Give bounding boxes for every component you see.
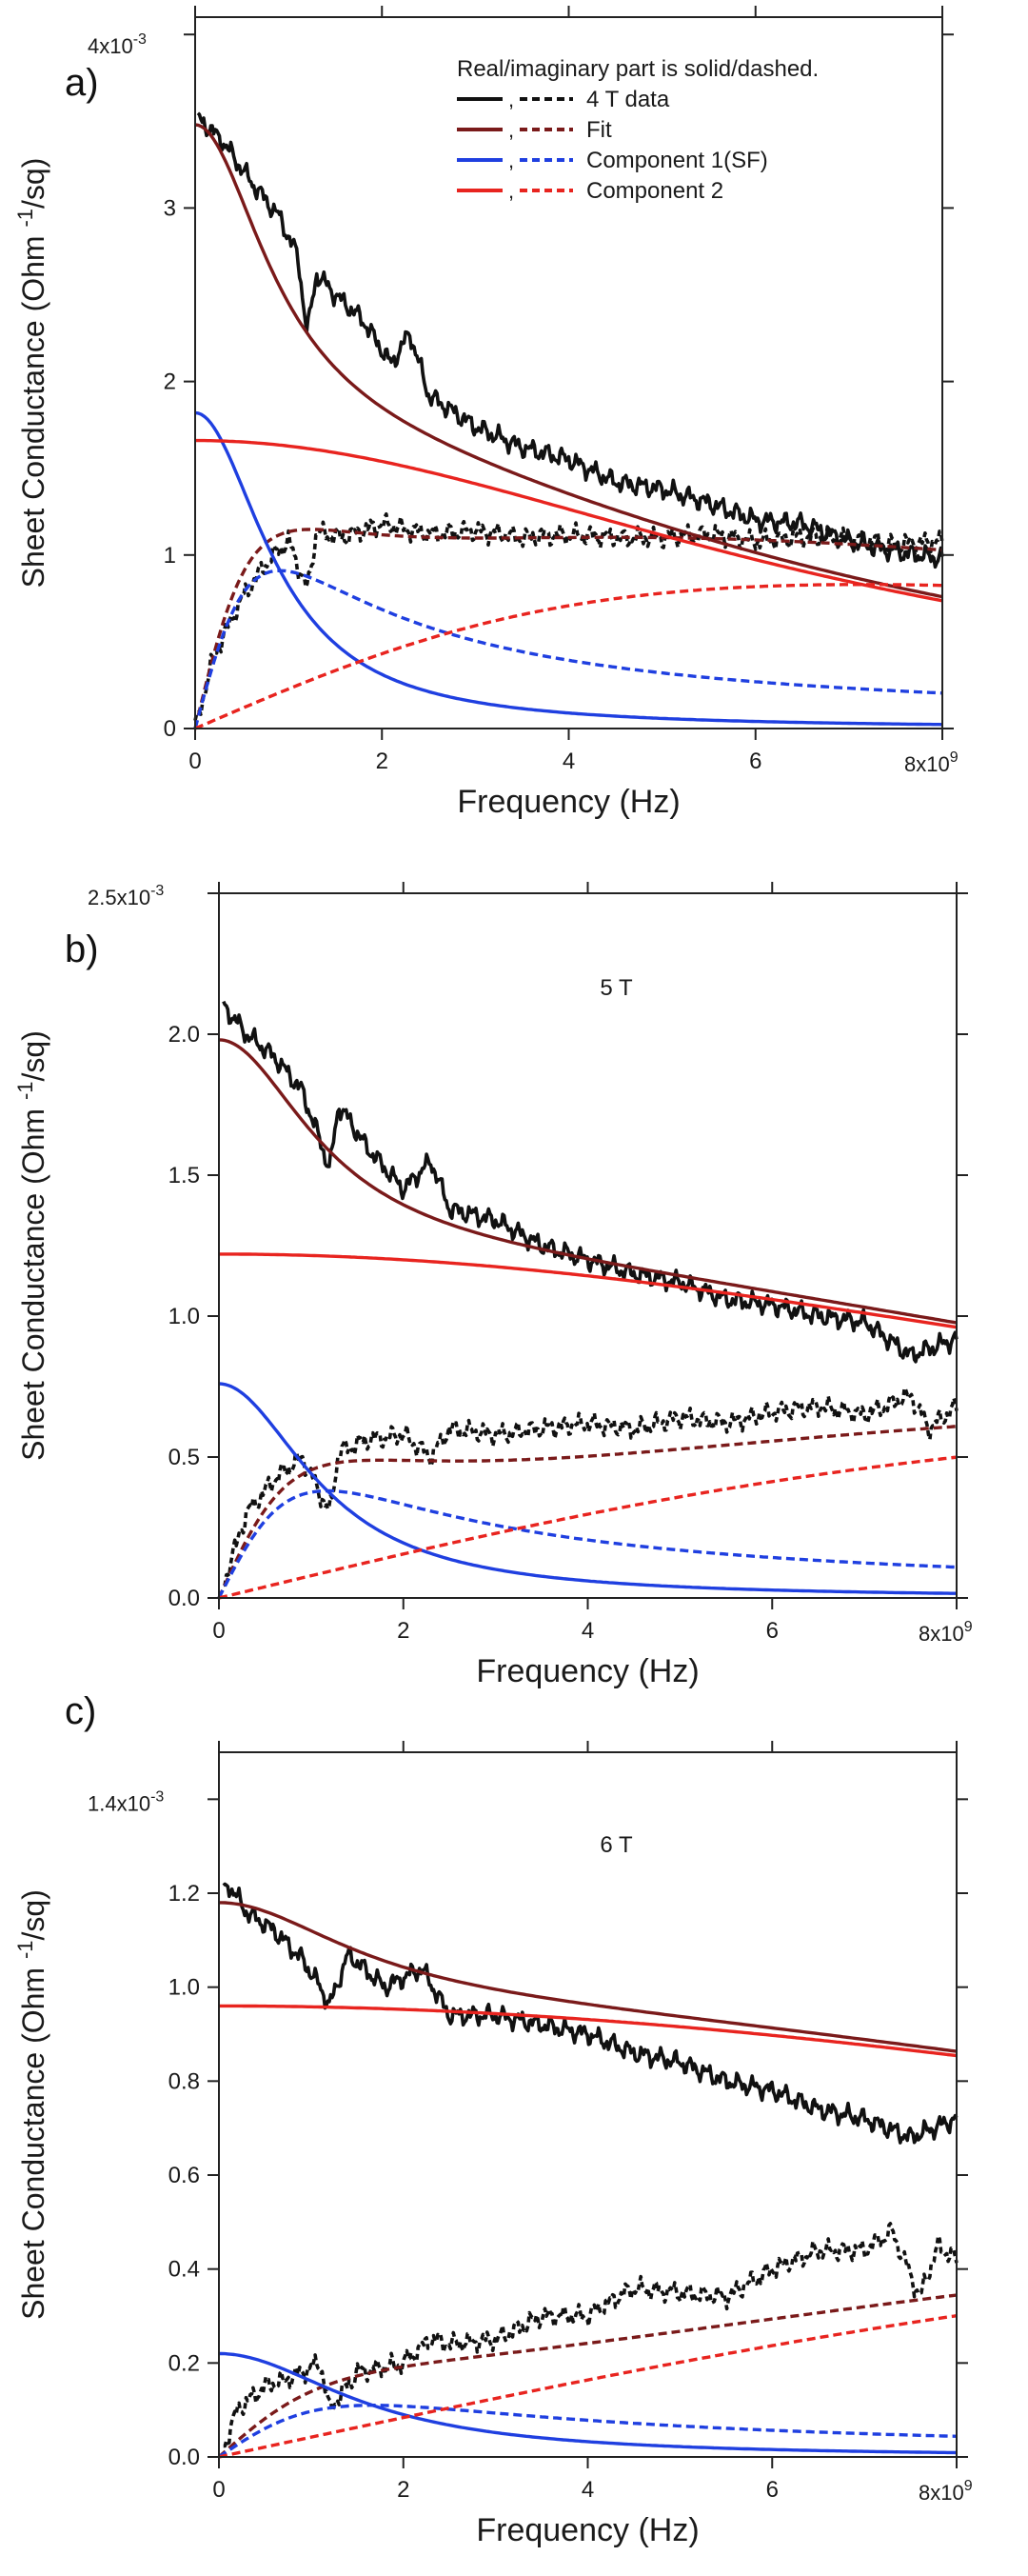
x-tick-label: 4 (582, 1618, 594, 1644)
panel-label: b) (65, 929, 99, 970)
x-axis-label: Frequency (Hz) (476, 1653, 699, 1689)
series-line-component-2-real- (219, 1252, 958, 1329)
x-axis-label: Frequency (Hz) (457, 784, 680, 820)
x-tick-label: 2 (397, 2477, 409, 2503)
series-line-4-t-data-real- (196, 111, 944, 569)
y-multiplier-label: 4x10-3 (88, 31, 147, 58)
y-axis-label: Sheet Conductance (Ohm -1/sq) (13, 1889, 50, 2320)
legend-entry-label: 4 T data (586, 87, 670, 112)
field-annotation: 5 T (600, 975, 633, 1001)
y-tick-label: 1.2 (168, 1881, 200, 1907)
series-line-fit-imag- (193, 528, 943, 729)
panel-label: c) (65, 1690, 96, 1732)
y-multiplier-label: 2.5x10-3 (88, 883, 164, 909)
y-tick-label: 0.6 (168, 2163, 200, 2188)
chart-panel-2: 0 2 4 6 8x109 Frequency (Hz) 0.0 0.5 1.0 1.5 2.0 2.… (13, 882, 973, 1689)
y-tick-label: 0.5 (168, 1445, 200, 1470)
y-tick-label: 2.0 (168, 1022, 200, 1048)
series-line-5-t-data-imag- (223, 1386, 959, 1588)
legend-entry-label: Component 2 (586, 178, 723, 204)
series-line-fit-imag- (217, 2293, 958, 2459)
legend-separator: , (508, 179, 514, 203)
y-tick-label: 1.0 (168, 1304, 200, 1329)
series-line-component-1-real- (219, 2351, 958, 2455)
x-tick-label: 6 (766, 1618, 779, 1644)
y-tick-label: 1 (164, 543, 176, 569)
series-line-component-2-imag- (194, 583, 942, 730)
y-tick-label: 0.8 (168, 2068, 200, 2094)
chart-panel-3: 0 2 4 6 8x109 Frequency (Hz) 0.0 0.2 0.4 0.6 0.8 1.… (13, 1690, 973, 2548)
series-line-component-1-real- (218, 1382, 957, 1595)
y-multiplier-label: 1.4x10-3 (88, 1788, 164, 1815)
series-line-component-1-sf-imag- (193, 569, 943, 729)
legend-entry-label: Fit (586, 117, 612, 143)
series-line-6-t-data-imag- (223, 2222, 959, 2448)
x-tick-label: 4 (582, 2477, 594, 2503)
series-line-component-1-sf-real- (194, 410, 943, 727)
legend-entry-label: Component 1(SF) (586, 148, 768, 173)
x-tick-label: 0 (212, 2477, 225, 2503)
y-axis-label: Sheet Conductance (Ohm -1/sq) (13, 158, 50, 589)
y-tick-label: 3 (164, 195, 176, 221)
series-line-fit-real- (219, 1901, 958, 2053)
y-tick-label: 1.5 (168, 1163, 200, 1188)
x-multiplier-label: 8x109 (904, 749, 959, 776)
x-tick-label: 0 (212, 1618, 225, 1644)
series-line-fit-imag- (217, 1425, 958, 1599)
x-tick-label: 4 (563, 749, 575, 774)
x-tick-label: 0 (188, 749, 201, 774)
x-axis-label: Frequency (Hz) (476, 2512, 699, 2548)
y-tick-label: 0.0 (168, 1586, 200, 1611)
legend: Real/imaginary part is solid/dashed., 4 T… (457, 56, 819, 204)
legend-separator: , (508, 149, 514, 172)
series-line-component-2-real- (195, 438, 943, 603)
series-line-fit-real- (194, 123, 943, 599)
panel-label: a) (65, 62, 99, 104)
x-multiplier-label: 8x109 (919, 1619, 973, 1646)
series-line-component-2-real- (219, 2004, 958, 2058)
field-annotation: 6 T (600, 1832, 633, 1858)
series-line-fit-real- (218, 1038, 958, 1325)
x-multiplier-label: 8x109 (919, 2478, 973, 2505)
legend-title: Real/imaginary part is solid/dashed. (457, 56, 819, 82)
x-tick-label: 6 (749, 749, 761, 774)
y-tick-label: 1.0 (168, 1975, 200, 2001)
series-line-component-2-imag- (218, 2314, 958, 2459)
series-line-component-2-imag- (218, 1455, 958, 1600)
y-tick-label: 2 (164, 369, 176, 395)
chart-panel-1: 0 2 4 6 8x109 Frequency (Hz) 0 1 2 3 4x10-3 Sheet C… (13, 6, 959, 820)
series-line-4-t-data-imag- (193, 512, 944, 722)
y-tick-label: 0.0 (168, 2445, 200, 2470)
y-tick-label: 0.2 (168, 2350, 200, 2376)
x-tick-label: 2 (397, 1618, 409, 1644)
series-line-6-t-data-real- (222, 1882, 959, 2145)
series-line-component-1-imag- (217, 1488, 958, 1599)
x-tick-label: 2 (376, 749, 388, 774)
series-line-component-1-imag- (218, 2404, 958, 2459)
y-tick-label: 0 (164, 716, 176, 742)
legend-separator: , (508, 118, 514, 142)
plot-frame (218, 1751, 958, 2458)
series-line-5-t-data-real- (222, 1000, 959, 1364)
x-tick-label: 6 (766, 2477, 779, 2503)
y-axis-label: Sheet Conductance (Ohm -1/sq) (13, 1030, 50, 1461)
y-tick-label: 0.4 (168, 2257, 200, 2283)
legend-separator: , (508, 88, 514, 111)
plot-frame (194, 16, 943, 729)
